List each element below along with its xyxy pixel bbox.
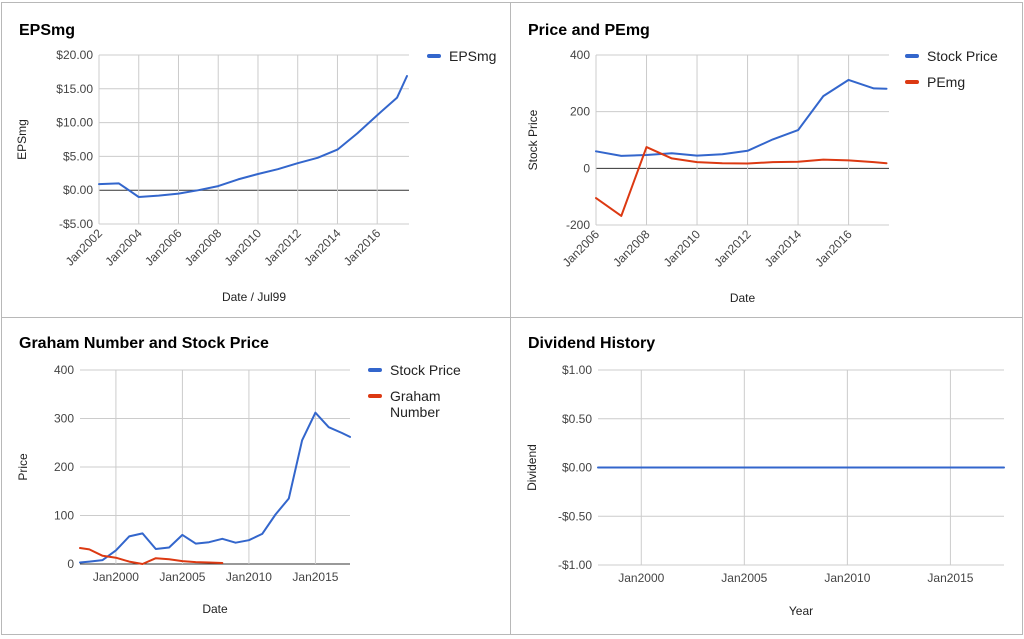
y-axis-label: Price — [16, 453, 30, 481]
y-tick-label: 200 — [54, 460, 74, 474]
x-tick-label: Jan2014 — [301, 226, 344, 269]
series-line-epsmg — [98, 75, 408, 198]
y-tick-label: -$1.00 — [558, 558, 592, 572]
y-tick-label: 400 — [54, 363, 74, 377]
x-tick-label: Jan2008 — [610, 227, 653, 270]
x-tick-label: Jan2014 — [762, 227, 805, 270]
x-axis-label: Date / Jul99 — [222, 290, 286, 304]
eps-chart: EPSmg$20.00$15.00$10.00$5.00$0.00-$5.00J… — [15, 22, 496, 304]
x-tick-label: Jan2002 — [63, 226, 106, 269]
x-tick-label: Jan2004 — [102, 226, 145, 269]
y-axis-label: Dividend — [525, 444, 539, 491]
legend-label: EPSmg — [449, 48, 496, 64]
chart-title: Dividend History — [528, 335, 655, 352]
dividend-chart: Dividend History $1.00 $0.50 $0.00 -$0.50 -$1… — [525, 335, 1005, 618]
x-axis-label: Date — [730, 291, 756, 305]
x-tick-label: Jan2015 — [292, 570, 338, 584]
chart-title: Price and PEmg — [528, 22, 650, 39]
x-tick-label: Jan2015 — [927, 571, 973, 585]
y-tick-label: $10.00 — [56, 116, 93, 130]
legend-label: Stock Price — [390, 362, 461, 378]
x-tick-label: Jan2016 — [812, 227, 855, 270]
legend-label: PEmg — [927, 74, 965, 90]
x-tick-label: Jan2008 — [182, 226, 225, 269]
x-tick-label: Jan2010 — [661, 227, 704, 270]
legend-item[interactable]: PEmg — [905, 74, 965, 90]
y-tick-label: $5.00 — [63, 149, 93, 163]
legend-item[interactable]: Stock Price — [368, 362, 461, 378]
y-tick-label: -$0.50 — [558, 509, 592, 523]
y-tick-label: $20.00 — [56, 48, 93, 62]
y-tick-label: $0.00 — [562, 461, 592, 475]
series-line-pemg — [595, 146, 888, 217]
chart-title: EPSmg — [19, 22, 75, 39]
legend-item[interactable]: EPSmg — [427, 48, 496, 64]
y-tick-label: 100 — [54, 509, 74, 523]
y-tick-label: $0.00 — [63, 183, 93, 197]
x-tick-label: Jan2005 — [721, 571, 767, 585]
x-tick-label: Jan2006 — [142, 226, 185, 269]
x-tick-label: Jan2010 — [226, 570, 272, 584]
series-line-stock-price — [79, 411, 351, 564]
series-line-stock-price — [595, 78, 888, 157]
x-tick-label: Jan2000 — [93, 570, 139, 584]
legend-item[interactable]: Stock Price — [905, 48, 998, 64]
dividend-chart-panel: Dividend History $1.00 $0.50 $0.00 -$0.50 -$1… — [510, 317, 1023, 635]
chart-title: Graham Number and Stock Price — [19, 335, 269, 352]
y-axis-label: EPSmg — [15, 119, 29, 160]
y-tick-label: $1.00 — [562, 363, 592, 377]
y-tick-label: 200 — [570, 105, 590, 119]
x-tick-label: Jan2012 — [261, 226, 304, 269]
x-axis-label: Date — [202, 602, 228, 616]
x-tick-label: Jan2005 — [159, 570, 205, 584]
y-tick-label: 300 — [54, 412, 74, 426]
graham-chart-panel: Graham Number and Stock Price 400 300 200 10… — [1, 317, 511, 635]
x-axis-label: Year — [789, 604, 813, 618]
y-axis-label: Stock Price — [526, 109, 540, 170]
series-line-graham-number — [79, 547, 224, 565]
y-tick-label: 400 — [570, 48, 590, 62]
y-tick-label: $0.50 — [562, 412, 592, 426]
y-tick-label: 0 — [583, 161, 590, 175]
legend-label: Graham Number — [390, 388, 441, 420]
x-tick-label: Jan2012 — [711, 227, 754, 270]
price-pe-chart-panel: Price and PEmg 400 200 0 -200 Jan2006 Jan2008 J… — [510, 2, 1023, 320]
eps-chart-panel: EPSmg $20.00 $15.00 $10.00 $5.00 $0.00 -$5.00 J… — [1, 2, 511, 320]
y-tick-label: -200 — [566, 218, 590, 232]
legend-label: Stock Price — [927, 48, 998, 64]
legend-item[interactable]: Graham Number — [368, 388, 441, 420]
x-tick-label: Jan2010 — [824, 571, 870, 585]
y-tick-label: -$5.00 — [59, 217, 93, 231]
y-tick-label: $15.00 — [56, 82, 93, 96]
x-tick-label: Jan2000 — [618, 571, 664, 585]
graham-chart: Graham Number and Stock Price 400 300 200 10… — [16, 335, 461, 616]
x-tick-label: Jan2016 — [341, 226, 384, 269]
y-tick-label: 0 — [67, 557, 74, 571]
x-tick-label: Jan2010 — [222, 226, 265, 269]
x-tick-label: Jan2006 — [560, 227, 603, 270]
